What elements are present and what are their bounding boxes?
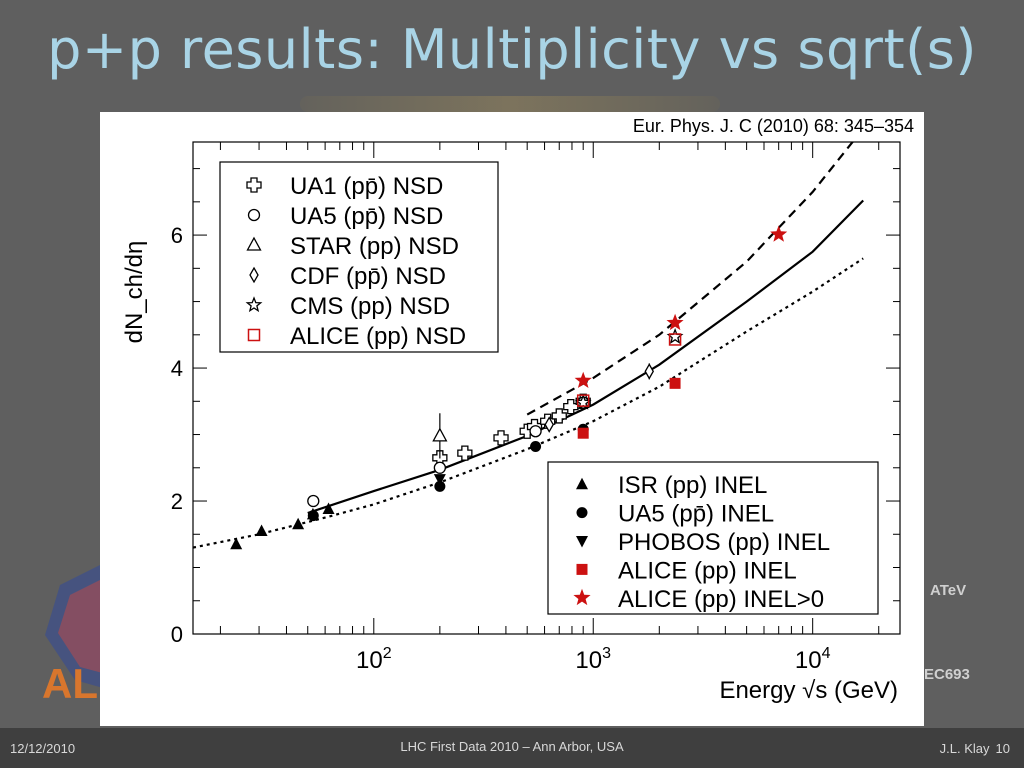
data-point-ua5-pp-inel	[434, 480, 446, 492]
legend-marker-phobos-pp-inel	[576, 536, 588, 548]
y-tick-label: 4	[171, 356, 183, 381]
data-point-alice-pp-inel-0	[770, 225, 788, 242]
legend-marker-cdf-pp-nsd	[249, 266, 259, 284]
y-axis-label: dN_ch/dη	[121, 241, 148, 344]
y-tick-label: 6	[171, 223, 183, 248]
data-point-isr-pp-inel	[292, 517, 305, 530]
legend-label-alice-pp-inel: ALICE (pp) INEL	[618, 557, 797, 584]
data-point-ua5-pp-nsd	[433, 461, 447, 474]
legend-nsd	[219, 161, 499, 353]
x-tick-label: 103	[575, 645, 611, 674]
legend-label-star-pp-nsd: STAR (pp) NSD	[290, 233, 459, 260]
alice-logo-icon	[45, 560, 110, 690]
legend-marker-alice-pp-nsd	[247, 328, 261, 342]
data-point-alice-pp-nsd	[668, 333, 682, 346]
footer-author: J.L. Klay	[939, 741, 990, 756]
plot-panel: 0 2 4 6 102 103 104 Energy √s (GeV) dN_ch/dη UA1 …	[100, 112, 924, 726]
footer-author-page: J.L. Klay 10	[940, 741, 1010, 756]
data-point-cdf-pp-nsd	[644, 363, 655, 380]
legend-label-phobos-pp-inel: PHOBOS (pp) INEL	[618, 529, 830, 556]
footer-page-number: 10	[995, 741, 1010, 756]
legend-marker-alice-pp-inel-0	[573, 588, 591, 606]
legend-label-ua5-pp-inel: UA5 (pp̄) INEL	[618, 501, 774, 528]
x-axis-label: Energy √s (GeV)	[719, 677, 898, 704]
data-point-ua1-pp-nsd	[551, 408, 567, 424]
legend-marker-cms-pp-nsd	[245, 296, 263, 313]
data-point-alice-pp-nsd	[576, 394, 590, 407]
legend-marker-ua1-pp-nsd	[246, 177, 262, 193]
data-point-isr-pp-inel	[230, 537, 243, 550]
legend-label-isr-pp-inel: ISR (pp) INEL	[618, 472, 767, 499]
fit-curve-solid	[307, 199, 864, 515]
background-side-text-2: EC693	[924, 666, 970, 683]
background-decoration-strip	[300, 96, 720, 112]
data-point-ua5-pp-inel	[307, 510, 319, 522]
footer-bar: 12/12/2010 LHC First Data 2010 – Ann Arb…	[0, 728, 1024, 768]
citation: Eur. Phys. J. C (2010) 68: 345–354	[632, 116, 914, 136]
data-point-alice-pp-inel	[669, 377, 681, 389]
slide-title: p+p results: Multiplicity vs sqrt(s)	[47, 18, 977, 81]
fit-curve-dotted	[193, 257, 864, 549]
data-point-phobos-pp-inel	[433, 474, 446, 486]
data-point-alice-pp-inel-0	[574, 371, 592, 388]
legend-label-alice-pp-nsd: ALICE (pp) NSD	[290, 323, 466, 350]
data-point-ua1-pp-nsd	[457, 445, 473, 461]
x-tick-label: 102	[356, 645, 392, 674]
legend-marker-ua5-pp-inel	[576, 507, 588, 519]
legend-marker-alice-pp-inel	[576, 563, 588, 575]
background-logo-text: AL	[42, 660, 98, 707]
background-side-text-1: ATeV	[930, 582, 967, 599]
legend-marker-ua5-pp-nsd	[247, 208, 261, 222]
data-point-ua5-pp-nsd	[307, 494, 320, 508]
legend-marker-isr-pp-inel	[576, 477, 588, 490]
data-point-star-pp-nsd	[432, 427, 448, 442]
y-tick-label: 2	[171, 489, 183, 514]
data-point-isr-pp-inel	[255, 524, 268, 536]
data-point-cdf-pp-nsd	[544, 416, 554, 433]
data-point-isr-pp-inel	[322, 502, 335, 515]
footer-date: 12/12/2010	[10, 741, 76, 756]
footer-event: LHC First Data 2010 – Ann Arbor, USA	[400, 739, 624, 754]
legend-label-ua1-pp-nsd: UA1 (pp̄) NSD	[290, 173, 443, 200]
data-point-ua1-pp-nsd	[563, 398, 579, 415]
multiplicity-chart: 0 2 4 6 102 103 104 Energy √s (GeV) dN_ch/dη UA1 …	[121, 141, 901, 704]
legend-inel	[547, 461, 879, 615]
fit-curve-dashed	[526, 142, 854, 416]
data-point-alice-pp-inel	[577, 427, 589, 439]
data-point-ua1-pp-nsd	[493, 430, 509, 446]
legend-marker-star-pp-nsd	[246, 236, 262, 251]
legend-label-cms-pp-nsd: CMS (pp) NSD	[290, 293, 450, 320]
data-point-ua5-pp-nsd	[529, 425, 542, 438]
data-point-ua5-pp-inel	[530, 441, 542, 453]
legend-label-ua5-pp-nsd: UA5 (pp̄) NSD	[290, 203, 443, 230]
data-point-cms-pp-nsd	[666, 327, 684, 344]
legend-label-cdf-pp-nsd: CDF (pp̄) NSD	[290, 263, 446, 290]
legend-label-alice-pp-inel-0: ALICE (pp) INEL>0	[618, 586, 824, 613]
plot-frame	[192, 141, 901, 635]
x-tick-label: 104	[795, 645, 831, 674]
data-point-alice-pp-inel-0	[666, 313, 684, 331]
y-tick-label: 0	[171, 622, 183, 647]
